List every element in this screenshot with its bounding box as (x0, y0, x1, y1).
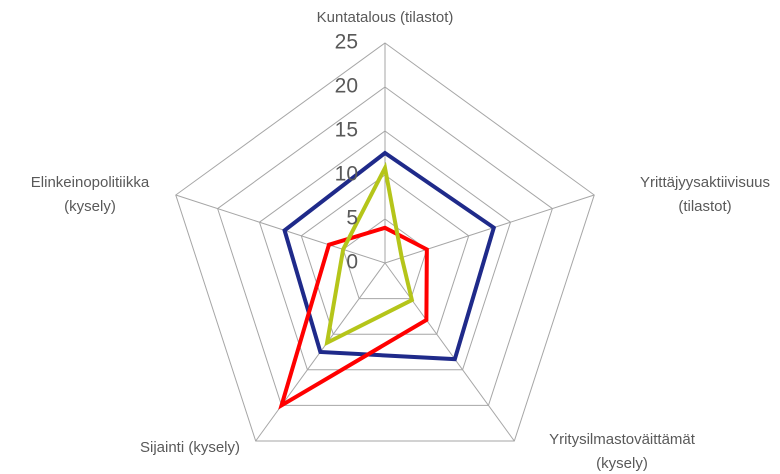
axis-spoke (175, 194, 386, 264)
axis-spoke (384, 262, 515, 442)
category-label: (tilastot) (678, 198, 731, 215)
series-line (282, 150, 497, 362)
category-label: (kysely) (64, 198, 116, 215)
series-line (278, 225, 429, 410)
tick-label: 10 (335, 163, 358, 186)
tick-label: 20 (335, 75, 358, 98)
tick-label: 15 (335, 119, 358, 142)
category-label: (kysely) (596, 455, 648, 472)
grid-ring (258, 130, 512, 371)
series-line (324, 161, 415, 347)
category-label: Yritysilmastoväittämät (549, 431, 696, 448)
tick-label: 5 (346, 207, 358, 230)
grid-ring (175, 42, 595, 442)
category-label: Sijainti (kysely) (140, 439, 240, 456)
tick-label: 0 (346, 251, 358, 274)
grid-ring (217, 86, 553, 406)
category-label: Elinkeinopolitiikka (31, 174, 150, 191)
category-label: Kuntatalous (tilastot) (317, 9, 454, 26)
axis-spoke (384, 194, 595, 264)
category-label: Yrittäjyysaktiivisuus (640, 174, 770, 191)
tick-label: 25 (335, 31, 358, 54)
grid-ring (300, 174, 470, 335)
